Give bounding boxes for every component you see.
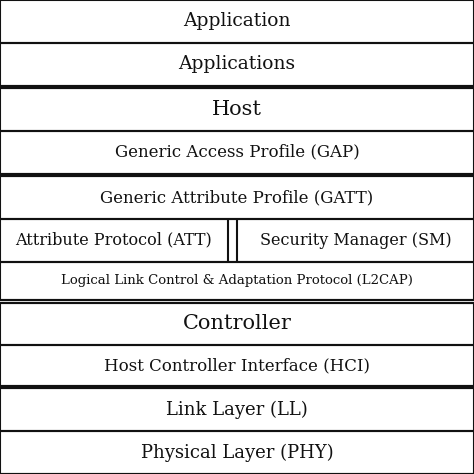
Text: Generic Access Profile (GAP): Generic Access Profile (GAP) <box>115 144 359 161</box>
Text: Generic Attribute Profile (GATT): Generic Attribute Profile (GATT) <box>100 189 374 206</box>
Text: Security Manager (SM): Security Manager (SM) <box>260 232 451 249</box>
Text: Logical Link Control & Adaptation Protocol (L2CAP): Logical Link Control & Adaptation Protoc… <box>61 274 413 287</box>
Text: Host Controller Interface (HCI): Host Controller Interface (HCI) <box>104 357 370 374</box>
Text: Host: Host <box>212 100 262 119</box>
Text: Applications: Applications <box>178 55 296 73</box>
Text: Physical Layer (PHY): Physical Layer (PHY) <box>141 444 333 462</box>
Text: Attribute Protocol (ATT): Attribute Protocol (ATT) <box>15 232 212 249</box>
Text: Controller: Controller <box>182 314 292 333</box>
Text: Link Layer (LL): Link Layer (LL) <box>166 401 308 419</box>
Text: Application: Application <box>183 12 291 30</box>
